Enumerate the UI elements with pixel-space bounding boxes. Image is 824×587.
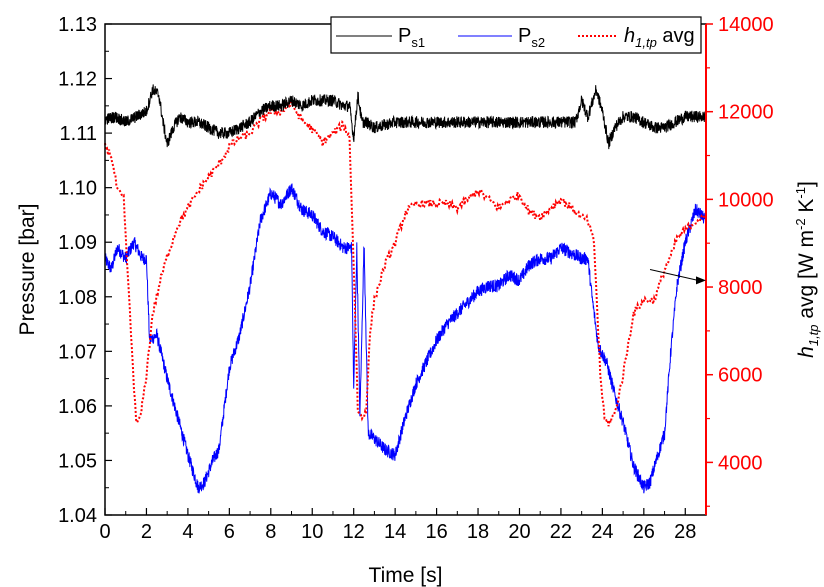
x-tick-label: 20 bbox=[508, 521, 530, 543]
x-tick-label: 18 bbox=[467, 521, 489, 543]
right-axis: 4000 6000 8000 10000 12000 14000 bbox=[705, 14, 774, 515]
annotation-arrows bbox=[649, 269, 706, 285]
x-tick-label: 28 bbox=[674, 521, 696, 543]
y-left-tick-label: 1.12 bbox=[58, 69, 97, 91]
x-axis-title: Time [s] bbox=[369, 564, 443, 587]
y-right-tick-label: 8000 bbox=[718, 277, 763, 299]
y-right-sub: 1,tp bbox=[806, 324, 821, 346]
y-left-tick-label: 1.07 bbox=[58, 341, 97, 363]
y-right-tick-label: 6000 bbox=[718, 365, 763, 387]
y-right-tick-label: 4000 bbox=[718, 452, 763, 474]
x-tick-label: 24 bbox=[591, 521, 613, 543]
y-right-sup2: -1 bbox=[793, 187, 808, 199]
legend-box bbox=[330, 16, 702, 54]
y-left-tick-label: 1.05 bbox=[58, 450, 97, 472]
x-tick-label: 12 bbox=[343, 521, 365, 543]
y-left-tick-label: 1.04 bbox=[58, 505, 97, 527]
y-right-end: ] bbox=[795, 181, 818, 187]
y-axis-left-title: Pressure [bar] bbox=[16, 204, 39, 336]
y-left-tick-label: 1.13 bbox=[58, 14, 97, 36]
y-right-mid: avg [W m bbox=[795, 230, 818, 325]
y-right-sup1: -2 bbox=[793, 218, 808, 230]
bottom-axis: 0 2 4 6 8 10 12 14 16 18 20 22 24 26 28 bbox=[99, 508, 696, 543]
y-right-mid2: K bbox=[795, 199, 818, 219]
x-tick-label: 26 bbox=[633, 521, 655, 543]
y-right-tick-label: 10000 bbox=[718, 189, 774, 211]
x-tick-label: 16 bbox=[425, 521, 447, 543]
y-right-base: h bbox=[795, 346, 818, 358]
left-axis: 1.04 1.05 1.06 1.07 1.08 1.09 1.10 1.11 1.12 1.13 bbox=[58, 14, 112, 527]
arrow-head bbox=[696, 276, 706, 285]
x-tick-label: 14 bbox=[384, 521, 406, 543]
x-tick-label: 0 bbox=[99, 521, 110, 543]
x-tick-label: 10 bbox=[301, 521, 323, 543]
legend-label-ps2: Ps2 bbox=[518, 25, 545, 50]
legend-label-h: h1,tp avg bbox=[624, 25, 695, 50]
y-left-tick-label: 1.08 bbox=[58, 287, 97, 309]
arrow-shaft bbox=[649, 269, 699, 281]
plot-frame bbox=[104, 23, 707, 516]
series-line-ps2 bbox=[104, 183, 707, 494]
y-axis-right-title: h1,tp avg [W m-2 K-1] bbox=[793, 181, 821, 358]
x-tick-label: 22 bbox=[550, 521, 572, 543]
series-line-ps1 bbox=[104, 84, 707, 150]
x-tick-label: 6 bbox=[224, 521, 235, 543]
y-left-tick-label: 1.06 bbox=[58, 396, 97, 418]
y-left-tick-label: 1.10 bbox=[58, 178, 97, 200]
x-tick-label: 2 bbox=[141, 521, 152, 543]
y-right-tick-label: 14000 bbox=[718, 14, 774, 36]
legend-label-ps1: Ps1 bbox=[398, 25, 425, 50]
x-tick-label: 8 bbox=[265, 521, 276, 543]
y-left-tick-label: 1.11 bbox=[60, 123, 97, 145]
x-tick-label: 4 bbox=[182, 521, 193, 543]
y-right-tick-label: 12000 bbox=[718, 102, 774, 124]
y-left-tick-label: 1.09 bbox=[58, 232, 97, 254]
series-line-h1tp bbox=[104, 97, 707, 427]
legend: Ps1 Ps2 h1,tp avg bbox=[330, 16, 702, 54]
plot-lines bbox=[104, 84, 707, 494]
